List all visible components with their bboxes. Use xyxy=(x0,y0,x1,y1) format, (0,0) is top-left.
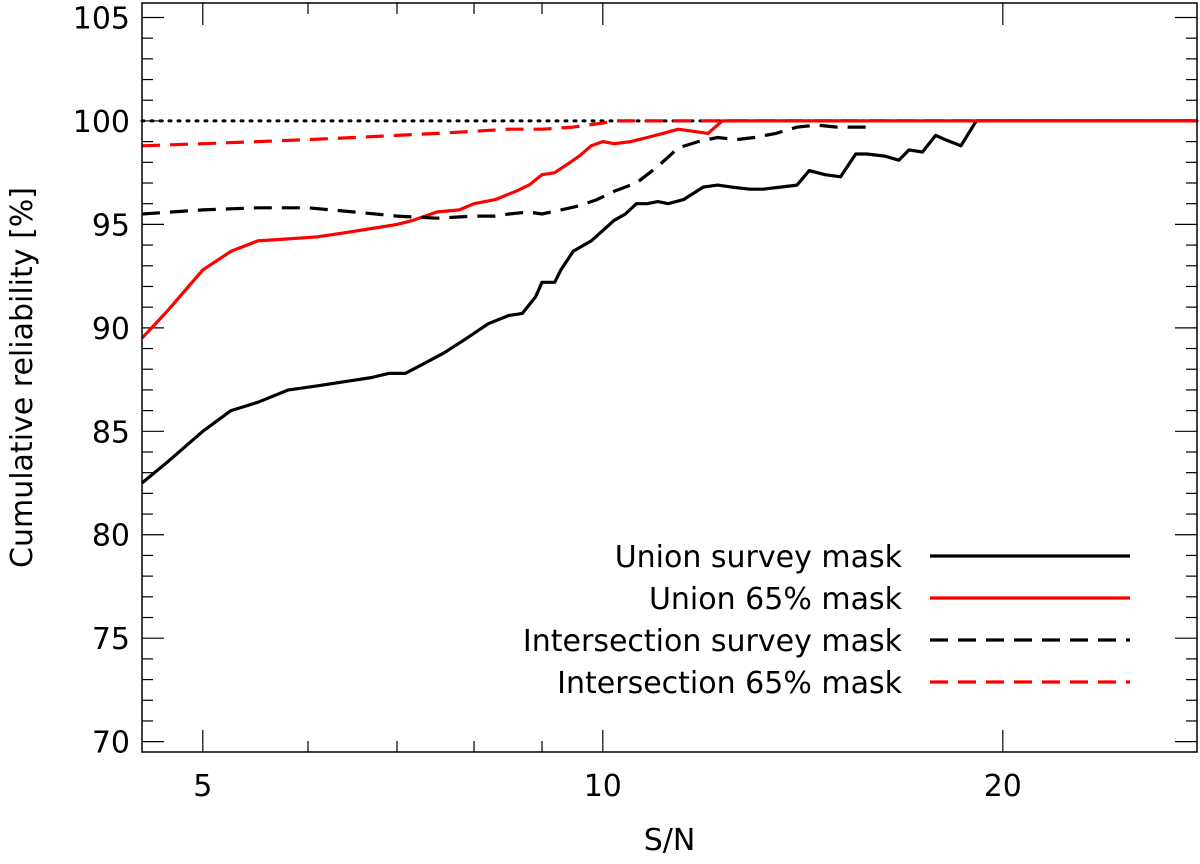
series-group xyxy=(140,119,1197,485)
y-tick-label: 75 xyxy=(92,622,130,657)
series-line-1 xyxy=(140,119,1197,485)
y-tick-label: 90 xyxy=(92,312,130,347)
tick-labels: 70 75 80 85 90 95 100 105 5 10 20 xyxy=(73,1,1022,804)
x-tick-label: 5 xyxy=(193,769,212,804)
legend-label-3: Intersection survey mask xyxy=(523,624,903,659)
y-tick-label: 80 xyxy=(92,519,130,554)
y-tick-label: 70 xyxy=(92,726,130,761)
x-axis-title: S/N xyxy=(644,823,696,858)
x-tick-label: 10 xyxy=(584,769,622,804)
legend-label-2: Union 65% mask xyxy=(649,582,903,617)
y-tick-label: 85 xyxy=(92,415,130,450)
y-tick-label: 100 xyxy=(73,105,130,140)
plot-frame xyxy=(141,2,1198,753)
x-tick-label: 20 xyxy=(984,769,1022,804)
legend-label-1: Union survey mask xyxy=(615,540,903,575)
series-line-2 xyxy=(140,119,1197,340)
legend: Union survey mask Union 65% mask Intersect… xyxy=(523,540,1130,701)
series-line-4 xyxy=(141,119,1197,148)
legend-label-4: Intersection 65% mask xyxy=(557,666,902,701)
y-tick-label: 105 xyxy=(73,1,130,36)
y-tick-label: 95 xyxy=(92,208,130,243)
y-axis-title: Cumulative reliability [%] xyxy=(5,187,40,568)
series-line-3 xyxy=(141,123,874,220)
axis-ticks xyxy=(142,3,1197,752)
